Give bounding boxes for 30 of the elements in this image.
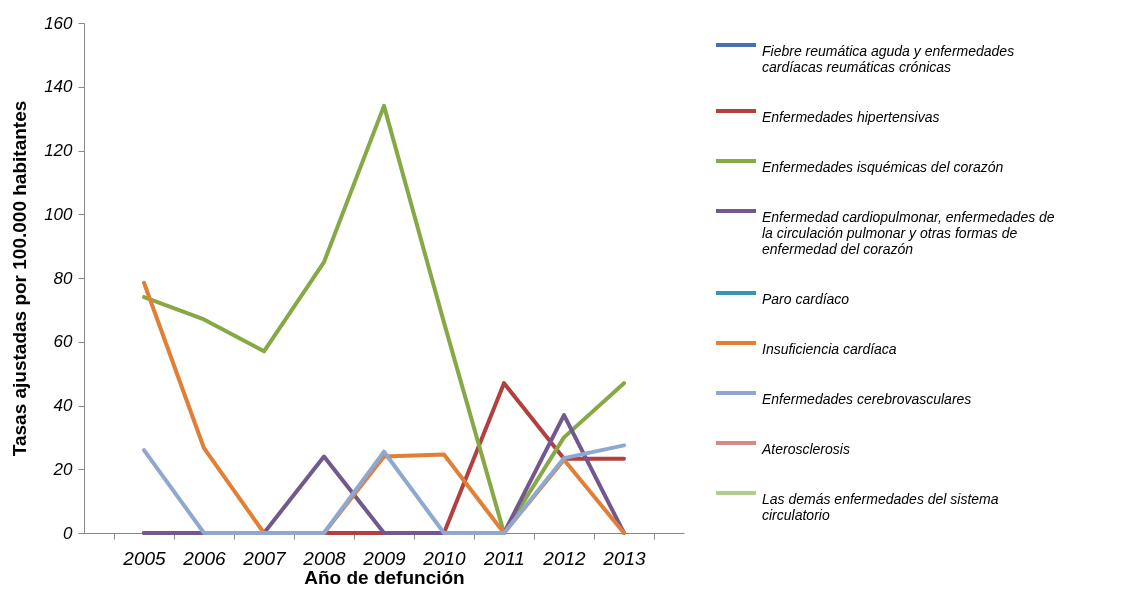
legend-label: Fiebre reumática aguda y enfermedades cardíacas reumáticas crónicas [762,43,1015,75]
y-tick-label: 160 [44,13,74,33]
legend-label: Insuficiencia cardíaca [762,341,897,357]
x-tick-label: 2007 [242,547,288,569]
legend-label: Enfermedades hipertensivas [762,109,940,125]
x-axis-title: Año de defunción [304,566,465,588]
y-tick-label: 120 [44,141,74,160]
x-tick-label: 2011 [483,547,525,569]
y-tick-label: 40 [53,396,74,415]
y-tick-label: 20 [52,459,74,479]
x-tick-label: 2009 [362,547,407,569]
legend-label: Enfermedades isquémicas del corazón [762,159,1004,175]
legend-label: Paro cardíaco [762,291,850,307]
y-tick-label: 60 [53,332,74,352]
x-tick-label: 2013 [602,547,647,569]
x-tick-label: 2010 [422,547,467,569]
x-tick-label: 2012 [542,547,587,569]
x-tick-label: 2005 [122,547,167,569]
x-tick-label: 2006 [182,547,227,569]
legend-label: Las demás enfermedades del sistema circulatorio [762,491,999,523]
line-series [142,443,626,535]
x-tick-label: 2008 [302,547,347,569]
legend-label: Enfermedades cerebrovasculares [762,391,972,407]
y-tick-label: 140 [44,77,74,97]
y-axis-title: Tasas ajustadas por 100.000 habitantes [9,100,31,457]
y-tick-label: 80 [53,268,74,288]
y-tick-label: 0 [63,523,74,543]
legend-label: Aterosclerosis [761,441,850,457]
y-tick-label: 100 [44,204,74,224]
legend-label: Enfermedad cardiopulmonar, enfermedades de la circulación pulmonar y otras formas de enfermedad del corazón [762,209,1055,257]
